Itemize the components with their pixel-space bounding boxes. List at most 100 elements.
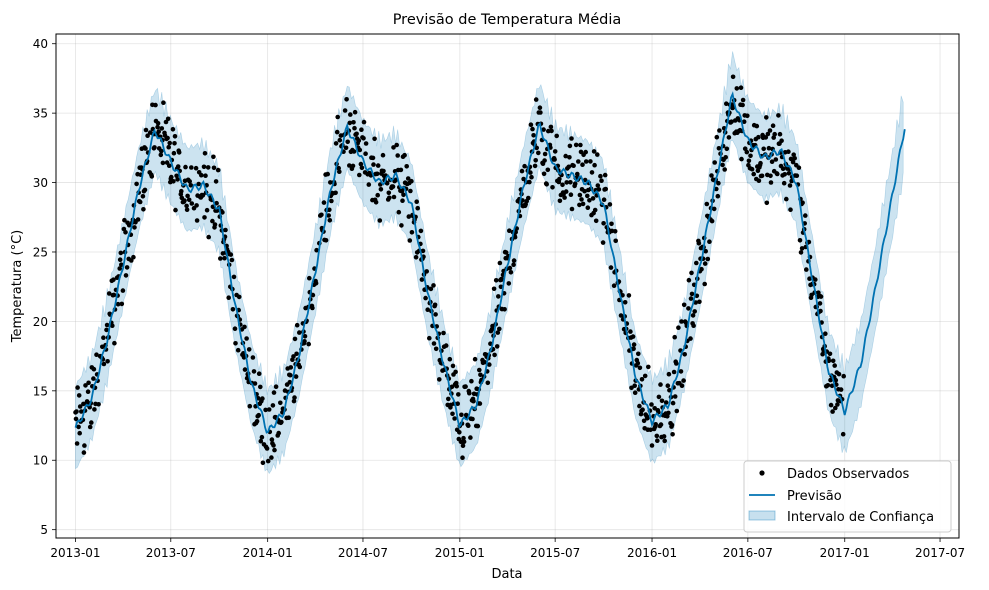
observed-point: [363, 141, 369, 146]
observed-point: [637, 403, 642, 409]
observed-point: [77, 430, 82, 436]
observed-point: [789, 178, 794, 184]
observed-point: [626, 293, 632, 298]
observed-point: [666, 410, 671, 416]
observed-point: [226, 295, 231, 301]
observed-point: [348, 112, 353, 117]
observed-point: [637, 365, 643, 371]
observed-point: [681, 378, 686, 383]
observed-point: [686, 306, 691, 311]
observed-point: [689, 270, 694, 276]
observed-point: [359, 127, 364, 132]
observed-point: [766, 145, 772, 151]
observed-point: [409, 230, 415, 235]
observed-point: [787, 183, 793, 188]
observed-point: [804, 267, 809, 272]
observed-point: [784, 196, 789, 202]
observed-point: [471, 398, 476, 404]
observed-point: [714, 134, 720, 140]
observed-point: [562, 195, 567, 200]
observed-point: [828, 377, 833, 383]
observed-point: [665, 383, 671, 389]
observed-point: [119, 301, 125, 307]
y-axis-label: Temperatura (°C): [10, 230, 25, 343]
observed-point: [184, 207, 190, 212]
observed-point: [628, 329, 633, 334]
observed-point: [496, 294, 501, 299]
observed-point: [579, 197, 584, 202]
observed-point: [642, 373, 648, 379]
observed-point: [640, 407, 645, 413]
observed-point: [159, 126, 165, 131]
observed-point: [82, 443, 87, 448]
observed-point: [391, 145, 396, 150]
observed-point: [101, 361, 107, 367]
legend-observed-label: Dados Observados: [787, 467, 910, 482]
forecast-line: [74, 91, 906, 434]
observed-point: [828, 402, 834, 408]
observed-point: [667, 387, 672, 393]
observed-point: [688, 336, 693, 341]
observed-point: [649, 443, 655, 448]
observed-point: [347, 163, 352, 168]
observed-point: [576, 159, 581, 164]
observed-point: [522, 163, 527, 169]
y-tick-label: 20: [33, 315, 48, 329]
observed-point: [400, 198, 405, 203]
observed-point: [124, 265, 130, 270]
observed-point: [94, 352, 99, 358]
observed-point: [212, 222, 218, 227]
observed-point: [327, 207, 332, 213]
observed-point: [459, 412, 464, 418]
observed-point: [203, 173, 208, 178]
observed-point: [585, 205, 591, 210]
observed-point: [720, 162, 725, 168]
observed-point: [399, 223, 404, 228]
observed-point: [477, 401, 483, 406]
legend-interval-label: Intervalo de Confiança: [787, 510, 934, 525]
observed-point: [600, 240, 606, 245]
observed-point: [738, 85, 744, 90]
observed-point: [132, 225, 137, 230]
observed-point: [321, 200, 327, 205]
observed-point: [213, 179, 219, 184]
observed-point: [288, 365, 294, 370]
observed-point: [567, 143, 573, 149]
observed-point: [526, 195, 531, 201]
observed-point: [137, 199, 143, 205]
observed-point: [204, 207, 210, 213]
observed-point: [194, 218, 200, 223]
observed-point: [336, 165, 342, 171]
observed-point: [345, 139, 351, 145]
observed-point: [542, 151, 548, 157]
observed-point: [739, 156, 744, 162]
observed-point: [631, 342, 637, 347]
observed-point: [573, 142, 579, 148]
observed-point: [122, 217, 127, 223]
observed-point: [521, 176, 526, 182]
observed-point: [557, 176, 562, 182]
confidence-interval-area: [75, 51, 904, 475]
observed-point: [482, 359, 487, 365]
observed-point: [781, 180, 787, 186]
observed-point: [601, 197, 607, 202]
observed-point: [143, 127, 149, 133]
observed-point: [841, 373, 846, 379]
observed-point: [258, 438, 264, 444]
observed-point: [454, 383, 460, 389]
observed-point: [242, 367, 248, 372]
observed-point: [297, 330, 302, 335]
observed-point: [541, 171, 547, 177]
observed-point: [702, 281, 707, 287]
observed-point: [344, 97, 349, 102]
observed-point: [648, 427, 653, 433]
x-tick-label: 2015-01: [435, 546, 485, 560]
observed-point: [110, 323, 115, 329]
observed-point: [343, 145, 349, 151]
observed-point: [560, 182, 565, 188]
observed-point: [502, 307, 507, 312]
observed-point: [777, 131, 783, 137]
observed-point: [215, 167, 221, 173]
observed-point: [174, 173, 179, 179]
observed-point: [724, 146, 730, 152]
